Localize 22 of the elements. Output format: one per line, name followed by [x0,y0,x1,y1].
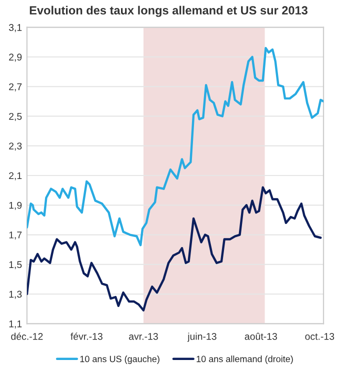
y-tick-label: 2,9 [9,54,22,62]
chart-title: Evolution des taux longs allemand et US sur 2013 [30,6,308,17]
y-tick-label: 2,3 [9,142,22,151]
y-tick-label: 3,1 [8,24,22,32]
y-tick-label: 1,5 [9,261,22,270]
line-series [26,46,324,246]
y-tick-label: 1,1 [9,320,22,328]
y-tick-label: 2,5 [9,112,22,121]
x-tick-label: août-13 [244,332,277,340]
x-tick-label: déc.-12 [11,332,43,340]
y-tick-label: 2,7 [9,83,22,92]
legend-label: 10 ans allemand (droite) [196,356,293,364]
y-tick-label: 1,9 [9,202,22,210]
y-tick-label: 1,3 [9,290,22,299]
x-tick-label: avr.-13 [129,332,158,340]
legend-label: 10 ans US (gauche) [80,356,160,364]
x-tick-label: juin-13 [187,332,216,342]
x-tick-label: févr.-13 [70,332,102,340]
y-tick-label: 1,7 [9,232,22,240]
y-tick-label: 2,1 [9,172,22,180]
line-series [26,186,322,312]
x-tick-label: oct.-13 [305,332,334,340]
